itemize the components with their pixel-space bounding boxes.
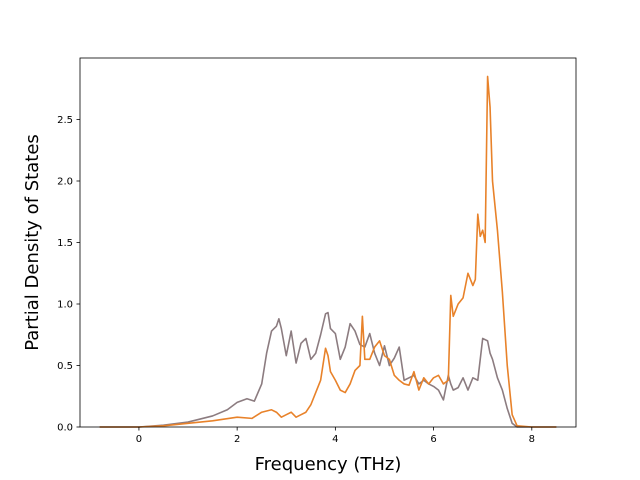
y-tick-label: 0.5	[57, 361, 73, 372]
y-tick-label: 2.5	[57, 115, 73, 126]
series-line-2	[99, 75, 557, 428]
y-axis-ticks: 0.0 0.5 1.0 1.5 2.0 2.5	[57, 115, 80, 434]
x-tick-label: 8	[529, 434, 535, 445]
x-tick-label: 4	[332, 434, 338, 445]
y-tick-label: 0.0	[57, 423, 73, 434]
x-axis-ticks: 0 2 4 6 8	[136, 427, 535, 445]
x-axis-label: Frequency (THz)	[255, 454, 402, 475]
y-tick-label: 1.0	[57, 300, 73, 311]
y-axis-label: Partial Density of States	[22, 134, 43, 351]
series-layer	[99, 75, 557, 428]
x-tick-label: 2	[234, 434, 240, 445]
series-line-1	[99, 311, 557, 428]
x-tick-label: 0	[136, 434, 142, 445]
y-tick-label: 1.5	[57, 238, 73, 249]
y-tick-label: 2.0	[57, 177, 73, 188]
x-tick-label: 6	[430, 434, 436, 445]
